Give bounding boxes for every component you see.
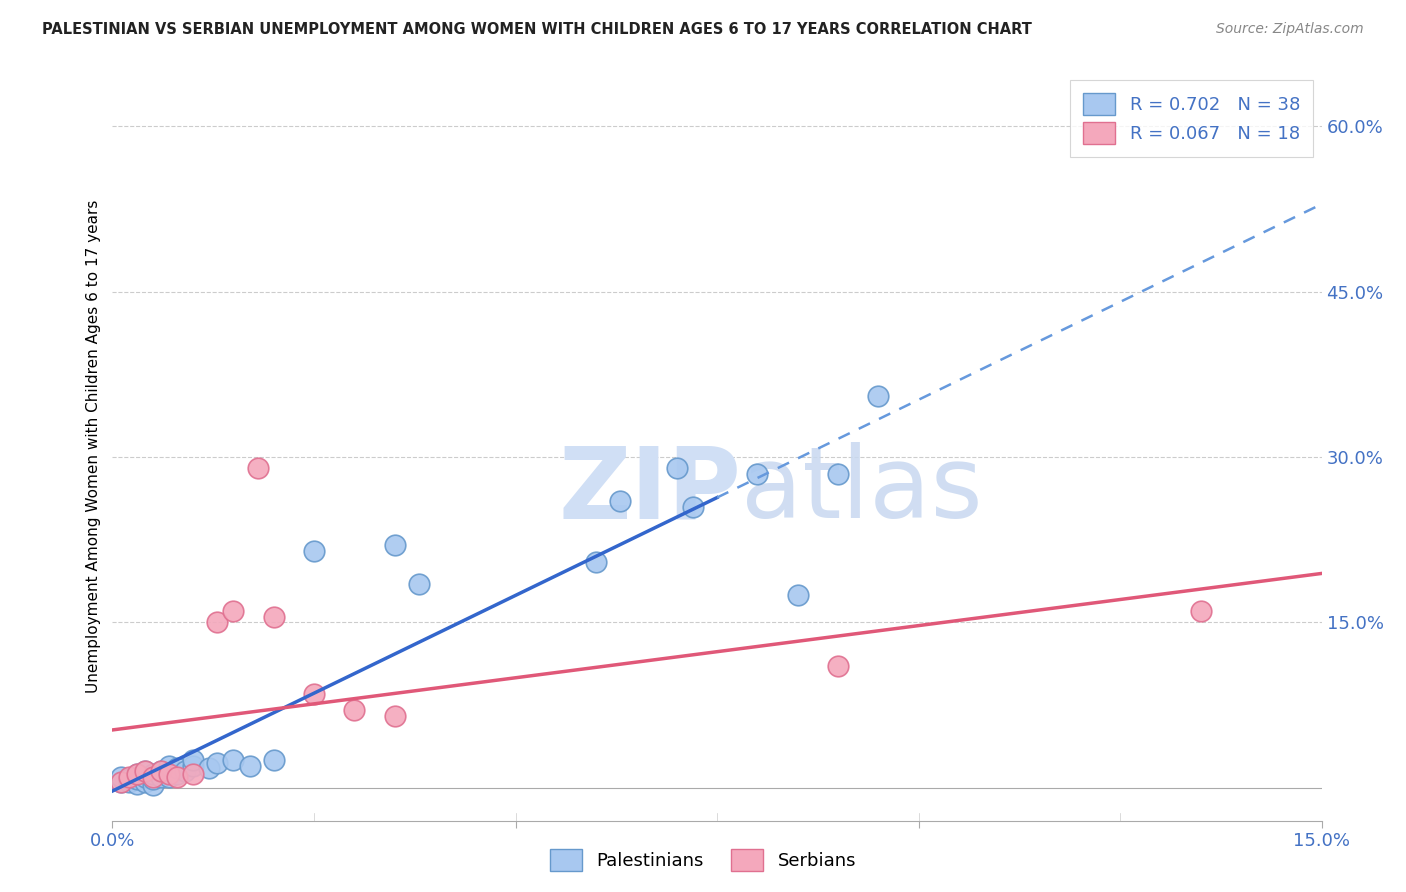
Point — [134, 770, 156, 784]
Point — [142, 767, 165, 781]
Point — [157, 770, 180, 784]
Point — [302, 687, 325, 701]
Point — [181, 753, 204, 767]
Point — [174, 764, 197, 778]
Point — [198, 761, 221, 775]
Point — [117, 772, 139, 786]
Point — [343, 703, 366, 717]
Point — [134, 764, 156, 778]
Point — [117, 770, 139, 784]
Point — [238, 758, 260, 772]
Point — [142, 770, 165, 784]
Point — [110, 775, 132, 789]
Point — [110, 775, 132, 789]
Point — [149, 770, 172, 784]
Text: Source: ZipAtlas.com: Source: ZipAtlas.com — [1216, 22, 1364, 37]
Point — [157, 758, 180, 772]
Point — [117, 775, 139, 789]
Point — [384, 709, 406, 723]
Point — [868, 389, 890, 403]
Point — [166, 761, 188, 775]
Point — [207, 615, 229, 630]
Point — [125, 767, 148, 781]
Point — [110, 770, 132, 784]
Point — [827, 659, 849, 673]
Point — [609, 494, 631, 508]
Point — [149, 764, 172, 778]
Point — [134, 764, 156, 778]
Point — [302, 543, 325, 558]
Point — [585, 555, 607, 569]
Point — [125, 767, 148, 781]
Point — [142, 778, 165, 792]
Legend: Palestinians, Serbians: Palestinians, Serbians — [543, 842, 863, 879]
Point — [181, 767, 204, 781]
Point — [181, 758, 204, 772]
Point — [263, 609, 285, 624]
Point — [786, 588, 808, 602]
Point — [384, 538, 406, 552]
Point — [665, 461, 688, 475]
Point — [747, 467, 769, 481]
Point — [157, 767, 180, 781]
Point — [1189, 604, 1212, 618]
Point — [149, 764, 172, 778]
Point — [222, 753, 245, 767]
Point — [682, 500, 704, 514]
Point — [408, 576, 430, 591]
Point — [222, 604, 245, 618]
Text: atlas: atlas — [741, 442, 983, 540]
Point — [125, 777, 148, 791]
Point — [134, 775, 156, 789]
Point — [166, 767, 188, 781]
Point — [142, 772, 165, 786]
Point — [246, 461, 269, 475]
Y-axis label: Unemployment Among Women with Children Ages 6 to 17 years: Unemployment Among Women with Children A… — [86, 199, 101, 693]
Text: ZIP: ZIP — [558, 442, 741, 540]
Text: PALESTINIAN VS SERBIAN UNEMPLOYMENT AMONG WOMEN WITH CHILDREN AGES 6 TO 17 YEARS: PALESTINIAN VS SERBIAN UNEMPLOYMENT AMON… — [42, 22, 1032, 37]
Legend: R = 0.702   N = 38, R = 0.067   N = 18: R = 0.702 N = 38, R = 0.067 N = 18 — [1070, 80, 1313, 157]
Point — [166, 770, 188, 784]
Point — [263, 753, 285, 767]
Point — [827, 467, 849, 481]
Point — [125, 772, 148, 786]
Point — [207, 756, 229, 771]
